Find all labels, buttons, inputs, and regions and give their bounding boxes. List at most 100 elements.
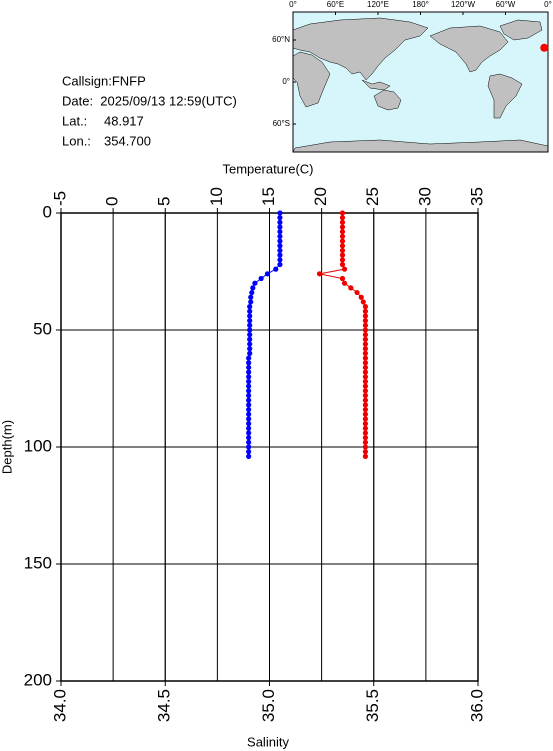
profile-point [362, 336, 369, 342]
profile-point [247, 304, 253, 310]
lat-value: 48.917 [104, 113, 144, 128]
profile-point [362, 378, 369, 385]
profile-point [362, 392, 369, 399]
profile-point [362, 425, 369, 431]
profile-point [339, 229, 346, 235]
profile-point [246, 435, 252, 441]
profile-point [277, 247, 283, 254]
profile-point [362, 439, 369, 445]
map-lon-label: 0° [289, 0, 297, 9]
profile-point [277, 261, 283, 268]
x2-tick-label: 35 [467, 187, 486, 206]
profile-point [246, 397, 252, 403]
profile-point [246, 383, 252, 389]
map-lon-label: 180° [412, 0, 429, 9]
map-lat-label: 0° [282, 77, 290, 86]
y-axis-title: Depth(m) [0, 420, 14, 474]
profile-point [248, 299, 254, 305]
profile-point [246, 388, 252, 394]
profile-point [277, 233, 283, 239]
profile-point [360, 299, 366, 305]
profile-point [264, 271, 271, 277]
profile-point [339, 238, 346, 244]
profile-point [339, 247, 346, 254]
profile-point [246, 402, 252, 408]
profile-point [247, 308, 253, 314]
profile-point [362, 430, 369, 436]
map-lat-label: 60°N [272, 35, 290, 44]
profile-point [362, 350, 369, 356]
map-lon-label: 60°E [327, 0, 344, 9]
lon-label: Lon.: [62, 133, 91, 148]
profile-point [354, 289, 360, 296]
profile-point [247, 332, 253, 338]
profile-point [339, 233, 346, 239]
profile-point [362, 374, 369, 380]
profile-point [277, 252, 283, 258]
profile-point [362, 364, 369, 371]
x-tick-label: 34.5 [155, 689, 174, 722]
profile-point [246, 360, 252, 366]
date: Date: 2025/09/13 12:59(UTC) [62, 93, 237, 108]
profile-point [246, 444, 252, 450]
x2-tick-label: 30 [415, 187, 434, 206]
profile-point [247, 322, 253, 328]
profile-point [246, 421, 252, 427]
profile-point [339, 275, 346, 282]
profile-point [362, 402, 369, 408]
profile-point [339, 210, 346, 216]
map-lon-label: 120°E [367, 0, 389, 9]
profile-point [362, 449, 369, 455]
profile-point [362, 341, 369, 347]
profile-point [247, 318, 253, 324]
map-lon-label: 0° [544, 0, 552, 9]
profile-point [277, 229, 283, 235]
land [292, 17, 549, 153]
y-tick-label: 150 [24, 553, 52, 572]
x2-tick-label: 0 [103, 197, 122, 206]
profile-point [362, 318, 369, 324]
profile-point [362, 416, 369, 422]
profile-point [358, 294, 364, 300]
profile-point [362, 327, 369, 333]
profile-point [362, 397, 369, 403]
profile-point [362, 304, 369, 310]
profile-point [348, 285, 354, 291]
profile-point [247, 336, 253, 342]
map-lon-label: 120°W [451, 0, 476, 9]
y-tick-label: 0 [43, 202, 52, 221]
profile-point [247, 341, 253, 347]
x-axis-title: Salinity [247, 734, 289, 749]
profile-point [277, 243, 283, 249]
profile-point [339, 215, 346, 221]
profile-point [246, 449, 252, 455]
lat-label: Lat.: [62, 113, 87, 128]
profile-point [249, 289, 255, 296]
profile-point [246, 439, 252, 445]
profile-point [362, 346, 369, 352]
profile-point [339, 224, 346, 230]
profile-point [362, 369, 369, 375]
x2-tick-label: 5 [155, 197, 174, 206]
y-tick-label: 100 [24, 436, 52, 455]
profile-point [250, 285, 256, 291]
profile-point [246, 378, 252, 385]
x-tick-label: 35.5 [363, 689, 382, 722]
profile-point [273, 266, 279, 272]
profile-point [247, 327, 253, 333]
x2-tick-label: 25 [363, 187, 382, 206]
profile-point [362, 355, 369, 361]
profile-point [339, 219, 346, 225]
y-tick-label: 200 [24, 670, 52, 689]
x-tick-label: 35.0 [259, 689, 278, 722]
profile-point [248, 294, 254, 300]
profile-point [277, 210, 283, 216]
profile-point [362, 313, 369, 319]
map [292, 11, 549, 153]
callsign: Callsign:FNFP [62, 73, 146, 88]
profile-point [339, 252, 346, 258]
profile-point [362, 322, 369, 328]
map-lat-label: 60°S [273, 119, 290, 128]
x2-tick-label: 15 [259, 187, 278, 206]
